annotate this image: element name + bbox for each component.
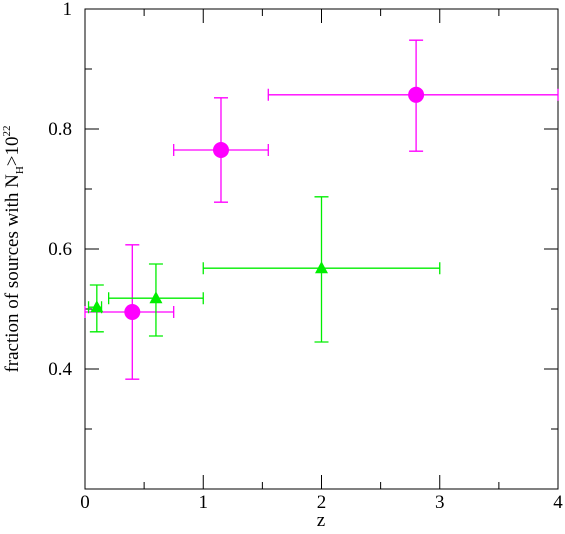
point: [149, 291, 163, 304]
y-tick-label: 0.4: [48, 359, 72, 380]
y-label-sub: H: [14, 166, 26, 174]
y-label-sup: 22: [1, 125, 13, 136]
y-tick-label: 0.8: [48, 119, 72, 140]
x-tick-label: 1: [199, 492, 209, 513]
point: [124, 304, 141, 320]
x-tick-label: 4: [553, 492, 563, 513]
x-tick-label: 0: [80, 492, 90, 513]
y-tick-label: 1: [63, 0, 73, 20]
x-axis-label: z: [317, 510, 325, 531]
x-tick-label: 3: [435, 492, 445, 513]
point: [90, 300, 104, 313]
y-tick-label: 0.6: [48, 239, 72, 260]
y-axis-label: fraction of sources with NH>1022: [1, 125, 26, 372]
point: [315, 261, 328, 274]
point: [408, 86, 425, 103]
y-label-main: fraction of sources with N: [2, 174, 23, 373]
x-tick-label: 2: [317, 492, 327, 513]
y-label-rest: >10: [2, 136, 23, 166]
point: [212, 142, 229, 158]
